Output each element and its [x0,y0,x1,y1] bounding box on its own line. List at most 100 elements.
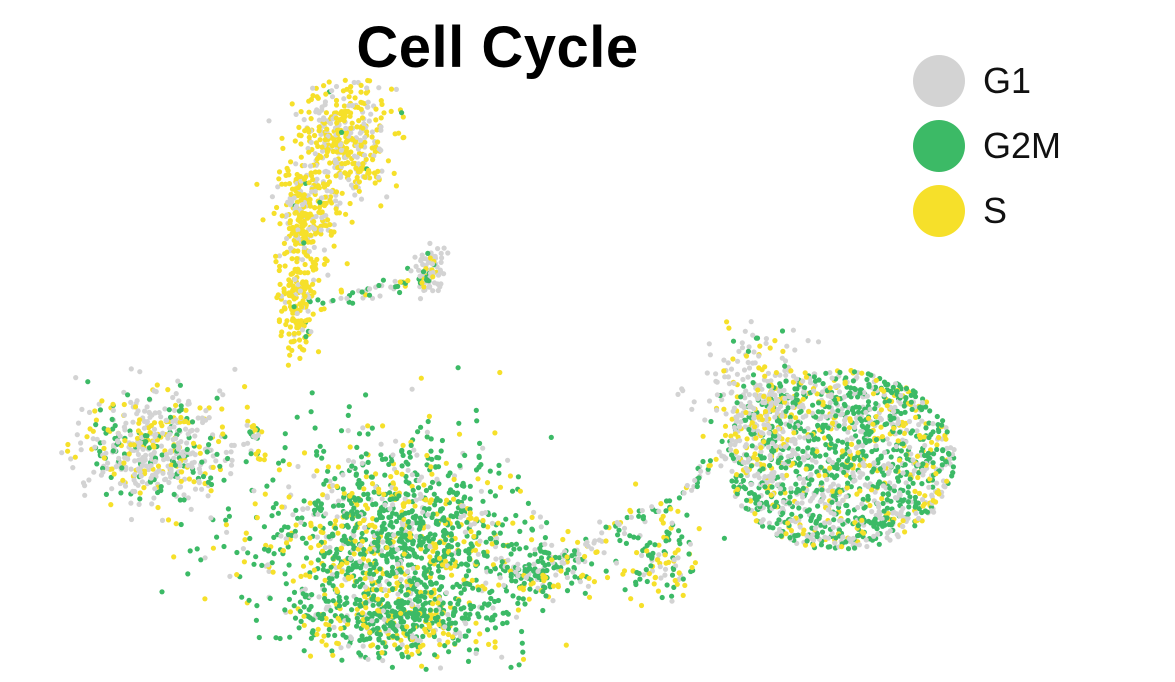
cell-point-g2m [379,523,385,530]
cell-point-g2m [370,602,376,608]
cell-point-g2m [401,600,407,606]
cell-point-g2m [433,464,439,470]
cell-point-s [923,399,930,405]
cell-point-s [295,184,301,191]
cell-point-s [244,404,250,410]
cell-point-g2m [370,627,376,633]
cell-point-s [722,423,729,429]
cell-point-g2m [616,527,622,533]
cell-point-g2m [474,418,480,424]
cell-point-g1 [853,420,859,426]
cell-point-g1 [459,503,465,509]
cell-point-s [348,125,354,131]
cell-point-s [326,179,333,185]
cell-point-s [385,158,391,164]
cell-point-g1 [132,458,138,464]
cell-point-s [197,405,203,411]
cell-point-g2m [428,448,434,454]
cell-point-g2m [944,429,950,435]
cell-point-g2m [461,586,467,593]
cell-point-g2m [441,517,447,524]
cell-point-s [367,546,373,552]
cell-point-g2m [336,502,342,508]
cell-point-s [353,184,359,190]
cell-point-g2m [793,468,799,474]
cell-point-g1 [136,501,142,507]
cell-point-g2m [390,524,396,530]
cell-point-s [306,134,312,140]
cell-point-s [319,638,325,644]
cell-point-s [495,520,501,526]
cell-point-s [359,115,366,121]
cell-point-s [301,450,308,456]
cell-point-s [322,137,328,143]
cell-point-g2m [542,585,548,591]
cell-point-g1 [864,543,870,550]
cell-point-g1 [185,431,191,437]
cell-point-s [282,306,288,312]
cell-point-g1 [414,638,420,644]
cell-point-g1 [288,245,294,251]
cell-point-g2m [878,453,884,459]
cell-point-g2m [884,515,890,521]
cell-point-s [651,581,657,587]
cell-point-g2m [847,390,853,396]
cell-point-g2m [939,455,945,462]
cell-point-g1 [613,560,620,566]
cell-point-g2m [500,610,506,616]
cell-point-s [917,435,924,441]
cell-point-g1 [794,500,800,506]
cell-point-g2m [857,387,864,393]
cell-point-g2m [239,594,245,600]
cell-point-s [680,592,686,599]
cell-point-g1 [171,455,177,461]
cell-point-g2m [375,625,381,631]
cell-point-s [426,632,432,638]
cell-point-s [902,529,908,535]
cell-point-s [696,526,702,532]
cell-point-g2m [190,469,196,475]
cell-point-g1 [943,425,949,431]
cell-point-s [822,435,828,441]
cell-point-s [333,206,339,212]
cell-point-s [489,541,495,547]
cell-point-s [591,579,598,585]
cell-point-g2m [417,533,423,540]
cell-point-s [936,434,942,441]
cell-point-g1 [942,484,948,490]
cell-point-s [350,161,356,167]
cell-point-g2m [334,570,340,577]
cell-point-g2m [441,553,447,560]
cell-point-g1 [295,463,301,470]
cell-point-g2m [741,484,747,490]
cell-point-s [295,325,301,331]
cell-point-g2m [526,565,532,571]
cell-point-s [936,491,942,497]
cell-point-g2m [397,615,403,621]
cell-point-g2m [380,640,386,646]
cell-point-g2m [552,554,559,561]
cell-point-g1 [903,480,909,486]
cell-point-g2m [473,467,480,473]
cell-point-s [439,562,446,568]
cell-point-g2m [171,491,177,497]
cell-point-s [371,170,378,176]
cell-point-g1 [553,572,559,578]
cell-point-g2m [887,485,893,491]
cell-point-g2m [420,539,426,545]
cell-point-s [378,203,384,209]
cell-point-g2m [399,463,405,469]
cell-point-s [137,417,143,423]
cell-point-g2m [388,514,394,520]
cell-point-g2m [399,583,405,590]
cell-point-g2m [426,506,432,512]
cell-point-g2m [760,466,766,472]
cell-point-g2m [483,539,489,545]
cell-point-g2m [438,584,445,590]
cell-point-s [497,369,503,376]
cell-point-g2m [433,580,439,586]
cell-point-s [341,103,347,109]
cell-point-s [375,139,381,145]
cell-point-g1 [185,495,191,501]
cell-point-g2m [869,448,875,455]
